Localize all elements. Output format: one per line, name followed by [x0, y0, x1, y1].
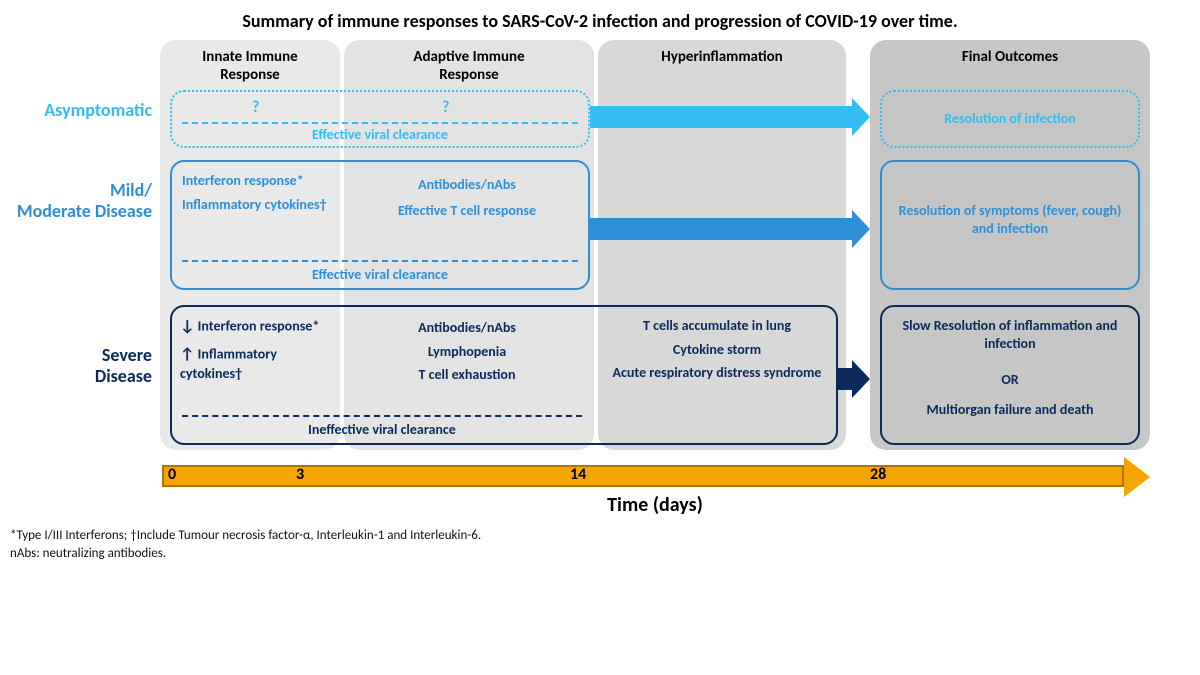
box-mild: Interferon response*Inflammatory cytokin… [170, 160, 590, 290]
time-tick: 28 [870, 465, 886, 484]
time-tick: 3 [296, 465, 304, 484]
outcome-asym-text: Resolution of infection [882, 110, 1138, 128]
asym-innate-q: ? [252, 98, 259, 118]
arrow-mild [590, 210, 870, 248]
time-tick: 0 [168, 465, 176, 484]
outcome-asymptomatic: Resolution of infection [880, 90, 1140, 148]
box-asymptomatic: ? ? Effective viral clearance [170, 90, 590, 148]
outcome-mild: Resolution of symptoms (fever, cough) an… [880, 160, 1140, 290]
footnotes: *Type I/III Interferons; †Include Tumour… [10, 527, 481, 562]
outcome-mild-text: Resolution of symptoms (fever, cough) an… [894, 202, 1126, 237]
outcome-severe-or: OR [882, 371, 1138, 389]
severe-divider [182, 415, 582, 417]
severe-innate-text: ↓ Interferon response*↑ Inflammatory cyt… [180, 317, 340, 391]
severe-adaptive-text: Antibodies/nAbsLymphopeniaT cell exhaust… [352, 319, 582, 390]
mild-clearance: Effective viral clearance [172, 266, 588, 283]
mild-divider [182, 260, 578, 262]
box-severe: ↓ Interferon response*↑ Inflammatory cyt… [170, 305, 838, 445]
time-axis-label: Time (days) [160, 493, 1150, 517]
footnote-2: nAbs: neutralizing antibodies. [10, 545, 481, 563]
time-tick: 14 [570, 465, 586, 484]
severe-clearance: Ineffective viral clearance [172, 421, 592, 438]
row-label-asymptomatic: Asymptomatic [44, 100, 152, 121]
arrow-asymptomatic [590, 98, 870, 136]
col-header-outcomes: Final Outcomes [870, 40, 1150, 72]
mild-innate-text: Interferon response*Inflammatory cytokin… [182, 172, 342, 219]
col-header-innate: Innate ImmuneResponse [160, 40, 340, 90]
col-header-adaptive: Adaptive ImmuneResponse [344, 40, 594, 90]
footnote-1: *Type I/III Interferons; †Include Tumour… [10, 527, 481, 545]
chart-title: Summary of immune responses to SARS-CoV-… [0, 0, 1200, 40]
outcome-severe-text1: Slow Resolution of inflammation and infe… [892, 317, 1128, 352]
row-label-severe: SevereDisease [95, 345, 152, 386]
outcome-severe: Slow Resolution of inflammation and infe… [880, 305, 1140, 445]
outcome-severe-text2: Multiorgan failure and death [892, 401, 1128, 419]
col-header-hyper: Hyperinflammation [598, 40, 846, 72]
asym-adaptive-q: ? [442, 98, 449, 118]
row-label-mild: Mild/Moderate Disease [17, 180, 152, 221]
arrow-severe [838, 360, 870, 398]
asym-divider [182, 122, 578, 124]
diagram-area: Innate ImmuneResponse Adaptive ImmuneRes… [0, 40, 1200, 675]
mild-adaptive-text: Antibodies/nAbsEffective T cell response [352, 176, 582, 227]
severe-hyper-text: T cells accumulate in lungCytokine storm… [602, 317, 832, 388]
asym-clearance: Effective viral clearance [172, 126, 588, 143]
